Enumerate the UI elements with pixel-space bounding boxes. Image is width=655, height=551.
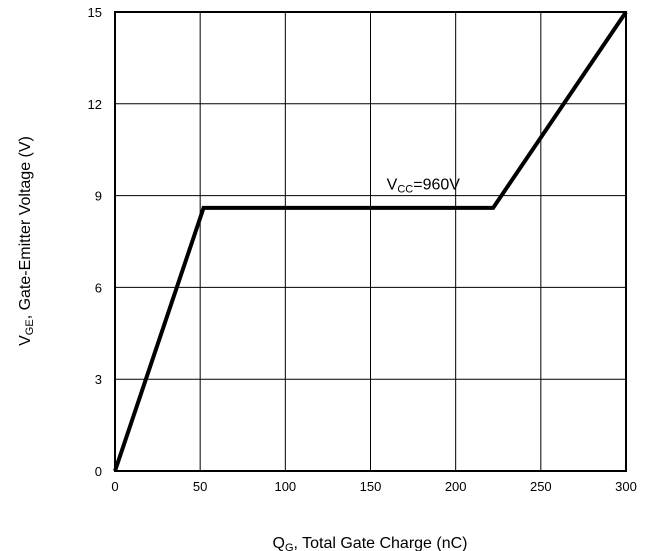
y-axis-label-main: V	[17, 335, 34, 346]
y-tick-label-1: 3	[95, 372, 102, 387]
annotation-rest: =960V	[413, 176, 460, 193]
x-tick-label-2: 100	[274, 479, 296, 494]
annotation-sub: CC	[397, 183, 413, 195]
plot-frame	[114, 11, 627, 472]
y-tick-label-4: 12	[88, 97, 102, 112]
y-axis-label: VGE, Gate-Emitter Voltage (V)	[17, 136, 36, 346]
x-tick-label-5: 250	[530, 479, 552, 494]
x-axis-label: QG, Total Gate Charge (nC)	[272, 535, 467, 551]
y-tick-label-3: 9	[95, 189, 102, 204]
y-axis-label-sub: GE	[24, 319, 36, 335]
series-line-0	[113, 10, 628, 472]
y-tick-label-2: 6	[95, 280, 102, 295]
annotation-main: V	[387, 176, 398, 193]
x-tick-label-3: 150	[360, 479, 382, 494]
y-tick-label-0: 0	[95, 464, 102, 479]
x-tick-label-4: 200	[445, 479, 467, 494]
x-axis-label-rest: , Total Gate Charge (nC)	[294, 535, 468, 551]
x-tick-label-0: 0	[111, 479, 118, 494]
y-axis-label-rest: , Gate-Emitter Voltage (V)	[17, 136, 34, 319]
y-tick-labels: 0 3 6 9 12 15	[88, 5, 102, 479]
x-tick-labels: 0 50 100 150 200 250 300	[111, 479, 636, 494]
y-tick-label-5: 15	[88, 5, 102, 20]
x-axis-label-main: Q	[272, 535, 284, 551]
x-tick-label-1: 50	[193, 479, 207, 494]
vcc-annotation: VCC=960V	[387, 176, 461, 195]
grid-lines	[115, 12, 626, 471]
x-tick-label-6: 300	[615, 479, 637, 494]
x-axis-label-sub: G	[285, 542, 294, 551]
series-layer	[113, 10, 628, 472]
